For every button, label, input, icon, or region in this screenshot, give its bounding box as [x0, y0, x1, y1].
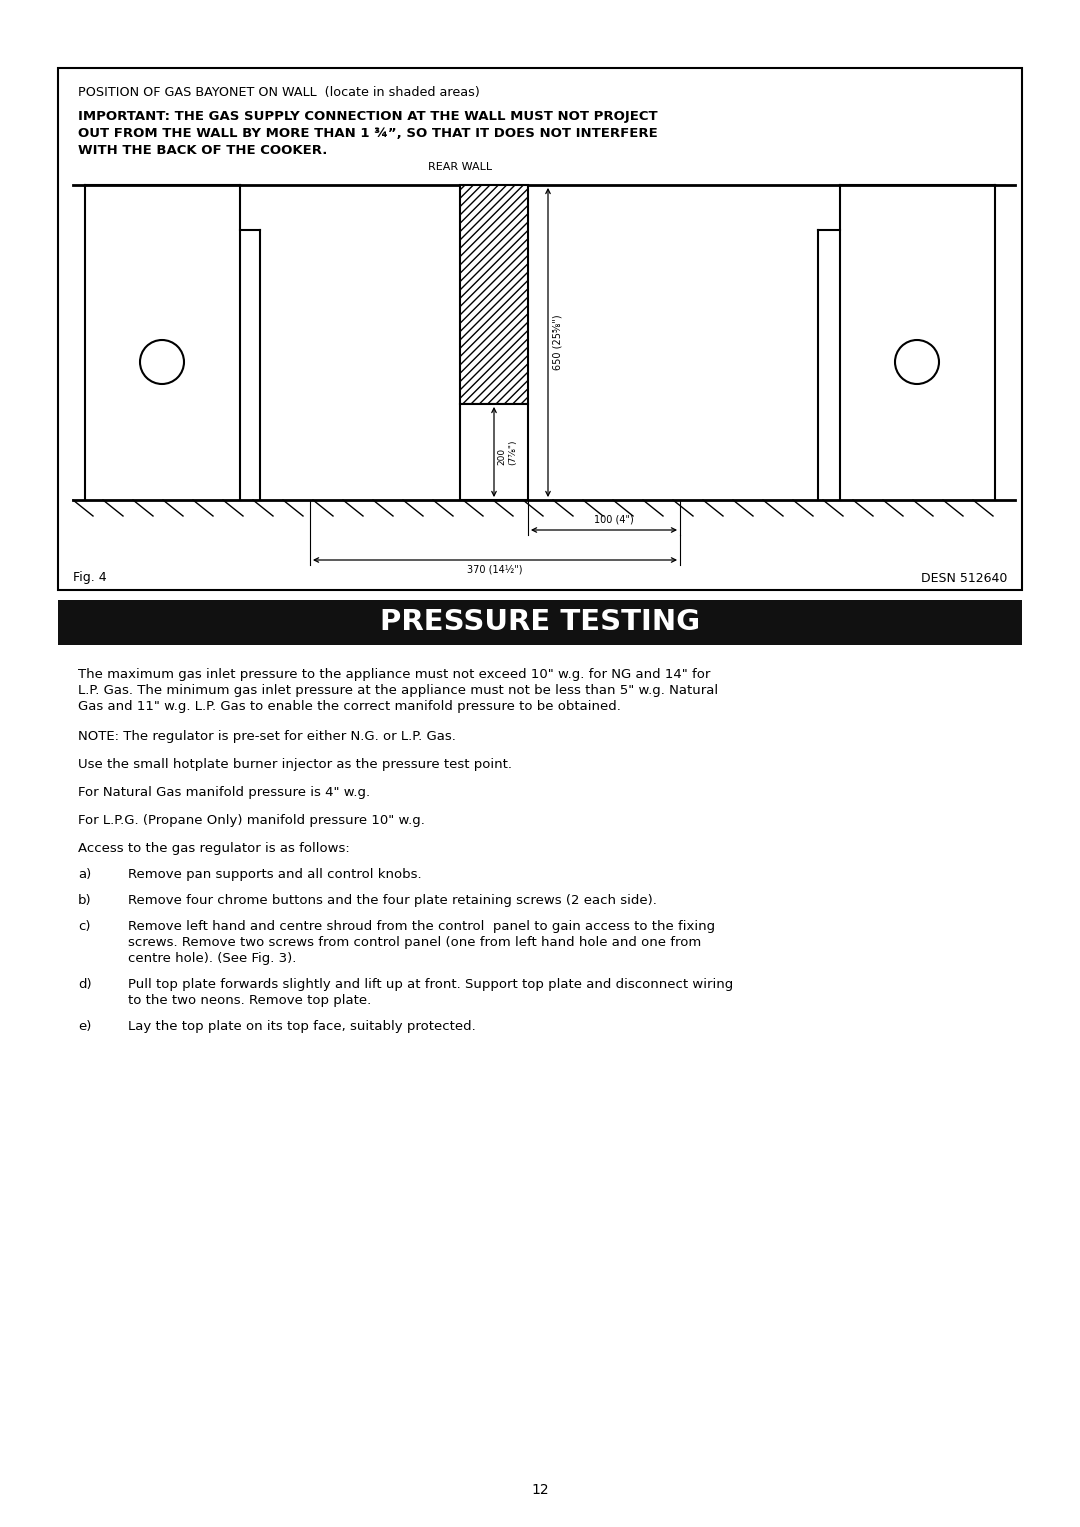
- Text: For Natural Gas manifold pressure is 4" w.g.: For Natural Gas manifold pressure is 4" …: [78, 786, 370, 799]
- Text: DESN 512640: DESN 512640: [920, 571, 1007, 585]
- Text: a): a): [78, 867, 91, 881]
- Text: NOTE: The regulator is pre-set for either N.G. or L.P. Gas.: NOTE: The regulator is pre-set for eithe…: [78, 730, 456, 744]
- Text: OUT FROM THE WALL BY MORE THAN 1 ¾”, SO THAT IT DOES NOT INTERFERE: OUT FROM THE WALL BY MORE THAN 1 ¾”, SO …: [78, 127, 658, 140]
- Bar: [460, 185, 528, 405]
- Text: screws. Remove two screws from control panel (one from left hand hole and one fr: screws. Remove two screws from control p…: [129, 936, 701, 948]
- Text: Use the small hotplate burner injector as the pressure test point.: Use the small hotplate burner injector a…: [78, 757, 512, 771]
- Bar: [460, 405, 528, 499]
- Text: e): e): [78, 1020, 92, 1032]
- Text: PRESSURE TESTING: PRESSURE TESTING: [380, 608, 700, 637]
- Text: Lay the top plate on its top face, suitably protected.: Lay the top plate on its top face, suita…: [129, 1020, 476, 1032]
- Text: The maximum gas inlet pressure to the appliance must not exceed 10" w.g. for NG : The maximum gas inlet pressure to the ap…: [78, 667, 711, 681]
- Text: Remove four chrome buttons and the four plate retaining screws (2 each side).: Remove four chrome buttons and the four …: [129, 893, 657, 907]
- Bar: [58, 600, 1022, 644]
- Text: For L.P.G. (Propane Only) manifold pressure 10" w.g.: For L.P.G. (Propane Only) manifold press…: [78, 814, 424, 828]
- Text: Fig. 4: Fig. 4: [73, 571, 107, 585]
- Text: c): c): [78, 919, 91, 933]
- Bar: [58, 69, 1022, 589]
- Text: centre hole). (See Fig. 3).: centre hole). (See Fig. 3).: [129, 951, 296, 965]
- Text: 650 (25⅝"): 650 (25⅝"): [552, 315, 562, 371]
- Text: 100 (4"): 100 (4"): [594, 515, 634, 525]
- Text: Access to the gas regulator is as follows:: Access to the gas regulator is as follow…: [78, 841, 350, 855]
- Text: Remove pan supports and all control knobs.: Remove pan supports and all control knob…: [129, 867, 421, 881]
- Text: POSITION OF GAS BAYONET ON WALL  (locate in shaded areas): POSITION OF GAS BAYONET ON WALL (locate …: [78, 86, 480, 99]
- Text: Pull top plate forwards slightly and lift up at front. Support top plate and dis: Pull top plate forwards slightly and lif…: [129, 977, 733, 991]
- Text: Remove left hand and centre shroud from the control  panel to gain access to the: Remove left hand and centre shroud from …: [129, 919, 715, 933]
- Text: 370 (14½"): 370 (14½"): [468, 565, 523, 576]
- Text: IMPORTANT: THE GAS SUPPLY CONNECTION AT THE WALL MUST NOT PROJECT: IMPORTANT: THE GAS SUPPLY CONNECTION AT …: [78, 110, 658, 124]
- Text: L.P. Gas. The minimum gas inlet pressure at the appliance must not be less than : L.P. Gas. The minimum gas inlet pressure…: [78, 684, 718, 696]
- Text: Gas and 11" w.g. L.P. Gas to enable the correct manifold pressure to be obtained: Gas and 11" w.g. L.P. Gas to enable the …: [78, 699, 621, 713]
- Text: REAR WALL: REAR WALL: [428, 162, 492, 173]
- Text: b): b): [78, 893, 92, 907]
- Text: 12: 12: [531, 1483, 549, 1496]
- Text: d): d): [78, 977, 92, 991]
- Text: 200
(7⅞"): 200 (7⅞"): [497, 440, 517, 464]
- Text: to the two neons. Remove top plate.: to the two neons. Remove top plate.: [129, 994, 372, 1006]
- Text: WITH THE BACK OF THE COOKER.: WITH THE BACK OF THE COOKER.: [78, 144, 327, 157]
